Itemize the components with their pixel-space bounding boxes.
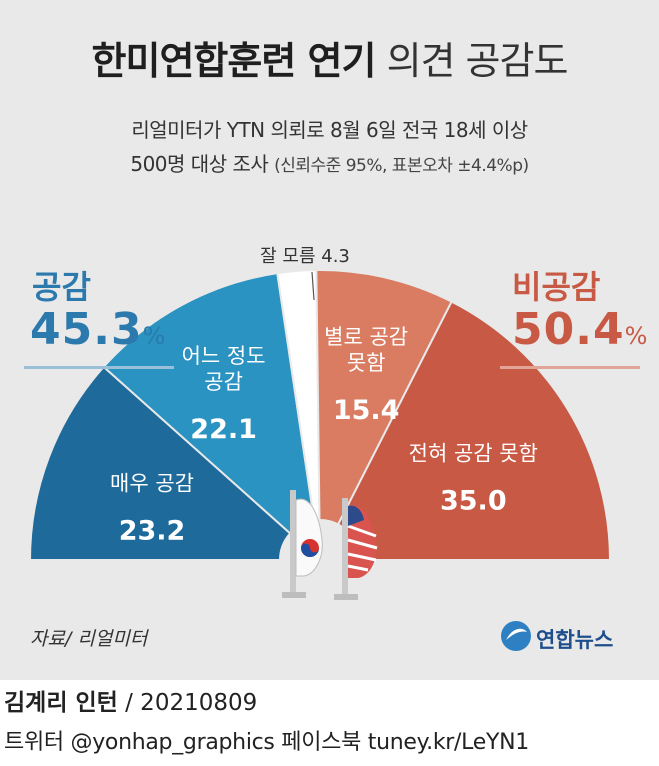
- agree-group-number: 45.3: [30, 304, 143, 355]
- disagree-underline: [500, 366, 640, 369]
- slice-label-4-line-0: 전혀 공감 못함: [409, 442, 538, 466]
- korea-flag-blue: [301, 543, 319, 557]
- disagree-group-label: 비공감: [512, 268, 601, 306]
- flag-pole-right: [342, 498, 348, 596]
- slice-value-0: 23.2: [119, 515, 186, 546]
- slice-label-3-line-1: 못함: [347, 351, 386, 375]
- title-light: 의견 공감도: [386, 39, 569, 83]
- slice-label-3-line-0: 별로 공감: [324, 325, 408, 349]
- byline-name: 김계리 인턴: [4, 690, 118, 716]
- slice-value-3: 15.4: [333, 395, 400, 426]
- slice-label-2: 잘 모름 4.3: [260, 246, 350, 267]
- slice-value-1: 22.1: [190, 414, 257, 445]
- slice-3: [315, 269, 454, 526]
- title-bold: 한미연합훈련 연기: [91, 39, 377, 83]
- flag-base-right: [334, 594, 358, 600]
- agree-underline: [24, 366, 174, 369]
- slice-label-1-line-1: 공감: [204, 370, 243, 394]
- credits: 트위터 @yonhap_graphics 페이스북 tuney.kr/LeYN1: [4, 730, 529, 755]
- disagree-group-number: 50.4: [512, 304, 625, 355]
- disagree-group-value: 50.4%: [512, 304, 647, 355]
- yonhap-logo-icon: [501, 621, 531, 651]
- chart-title: 한미연합훈련 연기 의견 공감도: [0, 30, 659, 85]
- slice-value-4: 35.0: [440, 486, 507, 517]
- flag-base-left: [282, 592, 306, 598]
- flags-illustration: [282, 490, 378, 600]
- logo-text: 연합뉴스: [536, 628, 614, 652]
- agree-group-label: 공감: [32, 268, 91, 306]
- slice-0: [28, 365, 292, 561]
- agree-group-value: 45.3%: [30, 304, 165, 355]
- slice-label-0-line-0: 매우 공감: [110, 471, 194, 495]
- byline-date: / 20210809: [125, 690, 258, 716]
- flag-pole-left: [290, 490, 296, 595]
- dont-know-leader: [311, 271, 315, 301]
- subtitle-note: (신뢰수준 95%, 표본오차 ±4.4%p): [274, 156, 529, 176]
- subtitle-main: 500명 대상 조사: [130, 152, 269, 176]
- subtitle-line2: 500명 대상 조사 (신뢰수준 95%, 표본오차 ±4.4%p): [0, 148, 659, 177]
- byline: 김계리 인턴 / 20210809: [4, 683, 257, 717]
- slice-label-1-line-0: 어느 정도: [182, 344, 266, 368]
- korea-flag: [295, 498, 323, 577]
- agree-group-unit: %: [142, 322, 166, 350]
- slices-group: [28, 269, 612, 561]
- usa-flag-canton: [348, 505, 364, 526]
- source-note: 자료/ 리얼미터: [30, 628, 148, 650]
- usa-flag-stripes: [347, 524, 378, 572]
- disagree-group-unit: %: [624, 322, 648, 350]
- subtitle-line1: 리얼미터가 YTN 의뢰로 8월 6일 전국 18세 이상: [131, 118, 528, 142]
